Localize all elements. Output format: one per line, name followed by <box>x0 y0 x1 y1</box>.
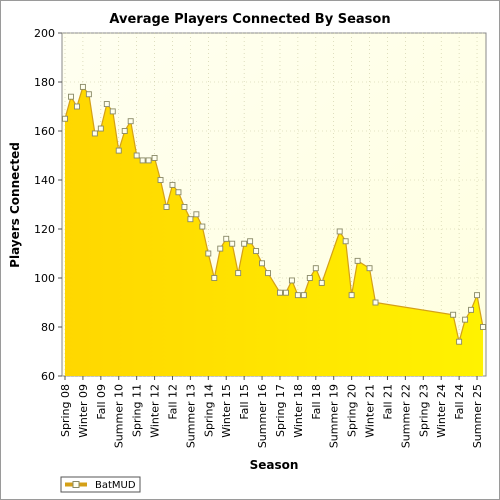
y-tick-label: 200 <box>34 27 55 40</box>
data-point-marker <box>253 248 260 255</box>
data-point-marker <box>366 265 373 272</box>
data-point-marker <box>265 270 271 277</box>
data-point-marker <box>223 235 230 242</box>
data-point-marker <box>115 147 122 154</box>
data-point-marker <box>277 289 283 296</box>
x-tick-label: Winter 21 <box>364 384 377 438</box>
data-point-marker <box>456 338 463 345</box>
data-point-marker <box>247 238 254 245</box>
data-point-marker <box>312 265 319 272</box>
x-tick-label: Spring 14 <box>202 384 215 437</box>
y-tick-label: 100 <box>34 272 55 285</box>
x-tick-label: Spring 17 <box>274 384 287 437</box>
y-tick-label: 80 <box>41 321 55 334</box>
y-tick-label: 160 <box>34 125 55 138</box>
data-point-marker <box>62 115 68 122</box>
data-point-marker <box>462 316 469 323</box>
x-tick-label: Fall 12 <box>166 384 179 420</box>
x-axis-ticks: Spring 08 Winter 09 Fall 09 Summer 10 Spring… <box>59 376 484 448</box>
data-point-marker <box>306 275 313 281</box>
data-point-marker <box>139 157 146 164</box>
data-point-marker <box>259 260 266 267</box>
data-point-marker <box>68 93 74 100</box>
data-point-marker <box>288 277 295 284</box>
data-point-marker <box>157 177 164 183</box>
legend-box <box>60 476 141 493</box>
y-tick-label: 60 <box>41 370 55 383</box>
legend-swatch-marker <box>72 481 80 488</box>
data-point-marker <box>163 203 170 210</box>
data-point-marker <box>450 311 457 318</box>
data-point-marker <box>187 216 194 223</box>
data-point-marker <box>91 130 98 137</box>
series-area-batmud <box>65 86 483 377</box>
data-point-marker <box>229 240 236 247</box>
legend: BatMUD <box>60 476 141 493</box>
chart-title: Average Players Connected By Season <box>109 12 390 27</box>
y-tick-label: 120 <box>34 223 55 236</box>
data-point-marker <box>354 257 361 264</box>
data-point-marker <box>121 128 128 134</box>
x-tick-label: Fall 15 <box>238 384 251 420</box>
x-tick-label: Winter 12 <box>149 384 162 438</box>
data-point-marker <box>372 299 379 306</box>
x-tick-label: Winter 24 <box>435 384 448 438</box>
x-tick-label: Fall 24 <box>453 384 466 420</box>
y-tick-label: 140 <box>34 174 55 187</box>
x-axis-title: Season <box>250 458 299 472</box>
data-point-marker <box>109 108 116 115</box>
data-point-marker <box>127 118 134 125</box>
x-tick-label: Winter 15 <box>220 384 233 438</box>
x-tick-label: Fall 09 <box>95 384 108 420</box>
data-point-marker <box>336 228 343 235</box>
x-tick-label: Summer 13 <box>184 384 197 448</box>
data-point-marker <box>300 292 307 299</box>
legend-label-batmud: BatMUD <box>95 480 136 491</box>
data-point-marker <box>205 250 212 257</box>
y-axis-ticks: 60 80 100 120 140 160 180 200 <box>34 27 62 383</box>
data-point-marker <box>181 203 188 210</box>
x-tick-label: Summer 25 <box>471 384 484 448</box>
data-point-marker <box>151 154 158 161</box>
y-axis-title: Players Connected <box>8 142 22 268</box>
data-point-marker <box>133 152 140 159</box>
data-point-marker <box>211 275 218 281</box>
data-point-marker <box>97 125 104 132</box>
x-tick-label: Spring 11 <box>131 384 144 437</box>
x-tick-label: Summer 19 <box>328 384 341 448</box>
x-tick-label: Summer 22 <box>399 384 412 448</box>
data-point-marker <box>217 245 224 252</box>
x-tick-label: Spring 08 <box>59 384 72 437</box>
data-point-marker <box>145 157 152 164</box>
data-point-marker <box>480 324 486 330</box>
data-point-marker <box>282 289 289 296</box>
series-markers-batmud <box>62 83 486 345</box>
x-tick-label: Winter 09 <box>77 384 90 438</box>
data-point-marker <box>468 306 475 313</box>
data-point-marker <box>85 91 92 98</box>
data-point-marker <box>73 103 80 110</box>
x-tick-label: Spring 20 <box>346 384 359 437</box>
y-tick-label: 180 <box>34 76 55 89</box>
x-tick-label: Fall 18 <box>310 384 323 420</box>
data-point-marker <box>235 270 242 277</box>
x-tick-label: Fall 21 <box>381 384 394 420</box>
x-tick-label: Winter 18 <box>292 384 305 438</box>
data-point-marker <box>348 292 355 299</box>
data-point-marker <box>193 211 200 218</box>
data-point-marker <box>169 181 176 188</box>
data-point-marker <box>474 292 480 299</box>
data-point-marker <box>175 189 182 196</box>
x-tick-label: Summer 10 <box>113 384 126 448</box>
x-tick-label: Spring 23 <box>417 384 430 437</box>
data-point-marker <box>241 240 248 247</box>
data-point-marker <box>103 101 110 108</box>
data-point-marker <box>199 223 206 230</box>
data-point-marker <box>294 292 301 299</box>
x-tick-label: Summer 16 <box>256 384 269 448</box>
data-point-marker <box>318 279 325 286</box>
data-point-marker <box>79 83 86 90</box>
data-point-marker <box>342 238 349 245</box>
